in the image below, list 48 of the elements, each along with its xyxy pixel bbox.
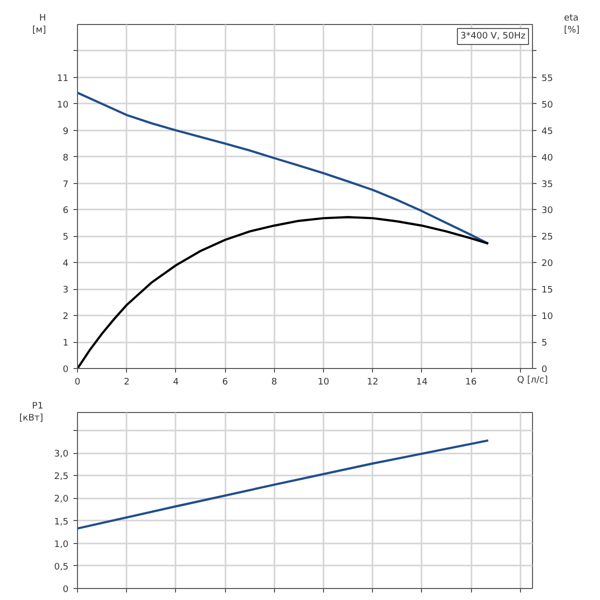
y-tick-label: 9	[62, 126, 69, 137]
line-series	[78, 439, 490, 530]
y-tick-label: 2	[62, 312, 69, 322]
y-axis-title: H [м]	[32, 14, 46, 36]
y-tick-label: 0,5	[54, 562, 69, 572]
y-tick-label: 3,0	[54, 450, 69, 460]
y-tick-label: 6	[62, 206, 69, 216]
y2-tick-label: 45	[542, 126, 553, 137]
y2-tick-label: 0	[542, 365, 548, 375]
x-tick-label: 16	[465, 378, 478, 388]
y2-tick-label: 25	[542, 232, 553, 243]
y-tick-label: 8	[62, 153, 69, 164]
y-tick-label: 11	[57, 74, 68, 84]
x-tick-label: 2	[124, 378, 130, 388]
x-tick-label: 6	[222, 378, 228, 388]
y-tick-label: 3	[62, 286, 69, 296]
y-tick-label: 1	[62, 338, 69, 349]
y-tick-label: 1,0	[54, 540, 69, 550]
y2-tick-label: 5	[542, 338, 548, 349]
y-tick-label: 0	[62, 365, 69, 375]
x-tick-label: 12	[366, 378, 378, 388]
y-tick-label: 2,0	[54, 494, 69, 505]
y2-tick-label: 15	[542, 286, 553, 296]
y-tick-label: 4	[62, 259, 69, 270]
y-tick-label: 2,5	[54, 472, 69, 482]
y2-tick-label: 10	[542, 312, 554, 322]
x-tick-label: 14	[416, 378, 428, 388]
y2-tick-label: 35	[542, 180, 553, 190]
x-tick-label: 10	[318, 378, 330, 388]
y2-axis-title: eta [%]	[564, 14, 580, 36]
line-series	[78, 216, 490, 368]
y-tick-label: 0	[62, 585, 69, 595]
y2-tick-label: 40	[542, 153, 554, 164]
annotation: 3*400 V, 50Hz	[460, 32, 526, 42]
y-tick-label: 7	[62, 180, 69, 190]
x-tick-label: 0	[74, 378, 81, 388]
line-series	[78, 92, 490, 245]
y-axis-title: P1 [кВт]	[19, 402, 44, 424]
y2-tick-label: 55	[542, 74, 553, 84]
y-tick-label: 1,5	[54, 517, 69, 528]
x-axis-title: Q [л/с]	[517, 376, 548, 386]
y-tick-label: 5	[62, 232, 69, 243]
x-tick-label: 8	[271, 378, 278, 388]
y2-tick-label: 50	[542, 100, 554, 110]
y-tick-label: 10	[57, 100, 69, 110]
y2-tick-label: 20	[542, 259, 554, 270]
y2-tick-label: 30	[542, 206, 554, 216]
x-tick-label: 4	[173, 378, 180, 388]
